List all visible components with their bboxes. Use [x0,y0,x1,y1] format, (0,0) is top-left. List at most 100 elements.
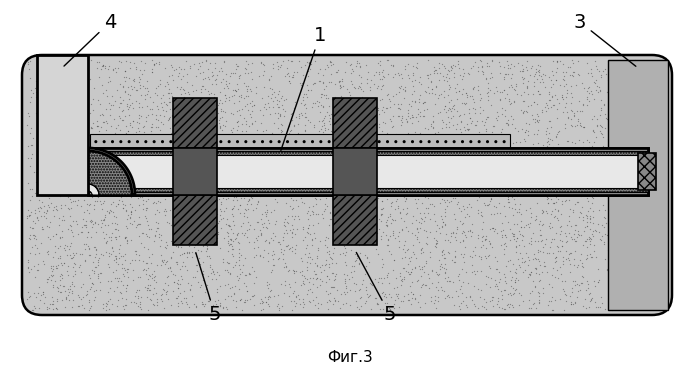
Point [194,173,205,179]
Point [360,153,371,159]
Point [456,157,467,163]
Point [391,196,403,202]
Point [544,251,555,257]
Point [207,209,218,215]
Point [577,124,589,130]
Point [212,197,223,203]
Point [647,60,658,66]
Point [425,79,436,85]
Point [534,151,545,157]
Point [544,119,555,125]
Point [591,228,602,234]
Point [599,215,610,221]
Point [603,171,614,177]
Point [441,178,452,184]
Point [48,109,59,115]
Point [607,166,619,172]
Point [529,116,540,122]
Point [259,184,271,190]
Point [69,271,80,277]
Point [403,176,414,182]
Point [311,143,322,149]
Point [113,201,124,207]
Point [308,297,319,303]
Point [540,128,552,134]
Point [172,281,183,287]
Point [305,254,316,260]
Point [619,145,630,151]
Point [87,163,99,169]
Point [452,81,463,87]
Point [184,99,195,105]
Point [477,170,488,176]
Point [121,238,132,244]
Point [191,164,202,170]
Point [470,303,481,309]
Point [188,61,199,67]
Point [604,280,615,286]
Point [224,223,235,229]
Point [285,127,296,133]
Point [74,176,85,182]
Point [631,284,642,290]
Point [75,251,86,257]
Point [583,236,594,242]
Point [569,238,580,244]
Point [152,198,164,204]
Point [34,61,45,67]
Point [228,264,239,270]
Point [532,289,543,295]
Point [147,187,158,193]
Point [503,71,514,77]
Point [661,141,672,147]
Point [252,150,264,156]
Point [224,236,236,242]
Point [519,259,530,265]
Point [335,82,346,88]
Point [153,123,164,129]
Point [610,68,621,74]
Point [196,185,207,191]
Point [162,102,173,108]
Point [480,299,491,305]
Point [487,129,498,135]
Point [552,58,563,64]
Point [528,83,540,89]
Point [289,298,300,304]
Point [308,160,319,166]
Point [79,144,90,150]
Point [268,230,279,236]
Point [366,149,377,155]
Point [131,184,143,190]
Point [186,241,197,247]
Point [171,295,182,301]
Point [109,257,120,263]
Point [418,171,429,177]
Point [69,141,80,147]
Point [572,174,584,180]
Point [100,212,111,218]
Point [383,96,394,102]
Point [111,303,122,309]
Point [375,143,387,149]
Point [661,285,672,291]
Point [505,178,517,184]
Point [640,155,651,161]
Point [361,141,372,147]
Point [403,185,415,191]
Point [510,206,521,212]
Point [291,197,302,203]
Point [532,118,543,124]
Point [377,82,389,88]
Point [317,80,329,86]
Point [343,155,354,161]
Point [199,75,210,81]
Point [195,233,206,239]
Point [96,142,107,148]
Point [34,58,45,64]
Point [322,62,333,68]
Point [50,180,61,186]
Point [425,229,436,234]
Point [73,197,84,203]
Point [244,190,255,196]
